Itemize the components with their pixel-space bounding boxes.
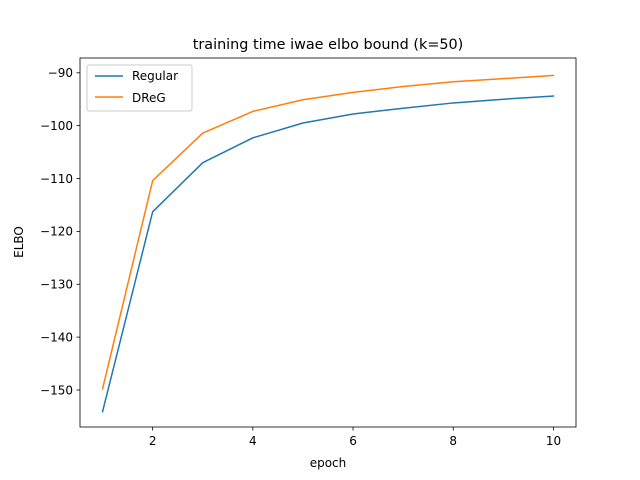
x-axis-label: epoch (310, 456, 347, 470)
series-layer (101, 74, 555, 413)
plot-area (80, 58, 576, 427)
legend-label-regular: Regular (132, 69, 178, 83)
chart-title: training time iwae elbo bound (k=50) (193, 37, 464, 53)
y-tick-label: −130 (40, 278, 73, 292)
legend-label-dreg: DReG (132, 91, 166, 105)
y-tick-label: −100 (40, 119, 73, 133)
y-tick-label: −120 (40, 225, 73, 239)
series-line-dreg (101, 74, 555, 390)
y-tick-label: −90 (48, 66, 73, 80)
x-tick-label: 8 (449, 434, 457, 448)
y-tick-label: −140 (40, 330, 73, 344)
y-tick-label: −150 (40, 383, 73, 397)
x-tick-label: 10 (546, 434, 561, 448)
x-tick-label: 2 (149, 434, 157, 448)
x-tick-label: 6 (349, 434, 357, 448)
y-tick-label: −110 (40, 172, 73, 186)
x-axis-ticks: 2 4 6 8 10 (149, 427, 561, 448)
series-line-regular (101, 95, 555, 413)
legend: Regular DReG (86, 64, 193, 112)
y-axis-ticks: −150 −140 −130 −120 −110 −100 −90 (40, 66, 80, 397)
y-axis-label: ELBO (12, 226, 26, 258)
plot-frame (79, 57, 577, 428)
x-tick-label: 4 (249, 434, 257, 448)
